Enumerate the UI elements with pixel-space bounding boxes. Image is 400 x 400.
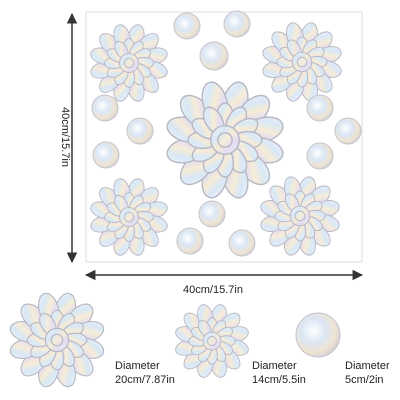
diameter-label: Diameter <box>345 360 390 372</box>
diameter-size: 14cm/5.5in <box>252 374 306 386</box>
diameter-label: Diameter <box>252 360 297 372</box>
sheet-stickers <box>81 10 362 265</box>
large-mandala <box>0 281 116 399</box>
diameter-label: Diameter <box>115 360 160 372</box>
medium-mandala <box>166 295 258 387</box>
diameter-size: 5cm/2in <box>345 374 384 386</box>
height-label: 40cm/15.7in <box>59 107 71 167</box>
diameter-size: 20cm/7.87in <box>115 374 175 386</box>
width-label: 40cm/15.7in <box>183 284 243 296</box>
small-circle <box>295 312 341 358</box>
